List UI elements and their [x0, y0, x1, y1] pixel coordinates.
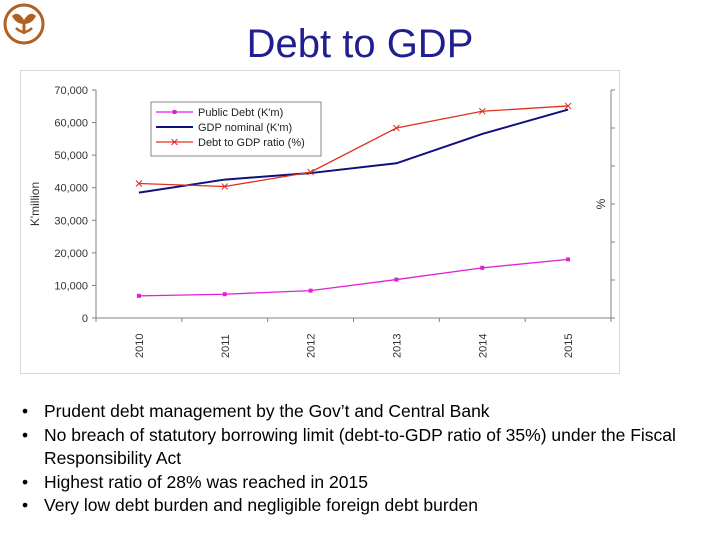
public-debt-point [222, 292, 227, 297]
gdp-nominal-line [138, 108, 569, 194]
legend-marker [171, 138, 178, 146]
public-debt-point [394, 277, 399, 282]
public-debt-point [480, 265, 485, 270]
y-tick-label-left: 0 [82, 313, 88, 325]
ratio-point [393, 124, 400, 132]
x-tick-label: 2011 [220, 334, 232, 358]
y-axis-title-right: % [594, 198, 608, 209]
legend-label: Debt to GDP ratio (%) [198, 137, 305, 149]
ratio-point [135, 180, 143, 187]
public-debt-line [138, 258, 569, 297]
x-tick-label: 2013 [391, 334, 403, 358]
ratio-line [138, 105, 569, 188]
x-tick-label: 2014 [477, 334, 489, 358]
legend-marker [172, 110, 177, 114]
slide-title: Debt to GDP [246, 22, 474, 66]
debt-gdp-chart: 0 10,000 20,000 30,000 40,000 50,000 60,000 70,… [28, 85, 615, 358]
bullet-item: Very low debt burden and negligible fore… [18, 494, 708, 518]
ratio-point [478, 107, 486, 115]
y-axis-title-left: K'million [28, 182, 42, 226]
ratio-point [221, 183, 229, 190]
x-tick-label: 2012 [306, 334, 318, 358]
ratio-point [564, 102, 572, 110]
y-tick-label-left: 20,000 [54, 248, 88, 260]
logo-emblem [3, 3, 45, 45]
public-debt-point [566, 257, 571, 262]
x-tick-label: 2015 [563, 334, 575, 358]
bullet-item: Highest ratio of 28% was reached in 2015 [18, 471, 708, 495]
y-tick-label-left: 60,000 [54, 118, 88, 130]
bullet-item: No breach of statutory borrowing limit (… [18, 424, 708, 471]
bullet-list: Prudent debt management by the Gov’t and… [18, 400, 708, 518]
legend-label: GDP nominal (K'm) [198, 122, 292, 134]
y-tick-label-left: 50,000 [54, 150, 88, 162]
x-tick-label: 2010 [134, 334, 146, 358]
ratio-point [307, 168, 314, 176]
public-debt-point [308, 288, 313, 293]
bullet-item: Prudent debt management by the Gov’t and… [18, 400, 708, 424]
legend-label: Public Debt (K'm) [198, 107, 283, 119]
public-debt-point [136, 293, 141, 298]
y-tick-label-left: 30,000 [54, 215, 88, 227]
y-tick-label-left: 40,000 [54, 183, 88, 195]
y-tick-label-left: 10,000 [54, 280, 88, 292]
chart-area: 0 10,000 20,000 30,000 40,000 50,000 60,000 70,… [20, 70, 620, 374]
legend-box [150, 101, 322, 157]
y-tick-label-left: 70,000 [54, 85, 88, 97]
